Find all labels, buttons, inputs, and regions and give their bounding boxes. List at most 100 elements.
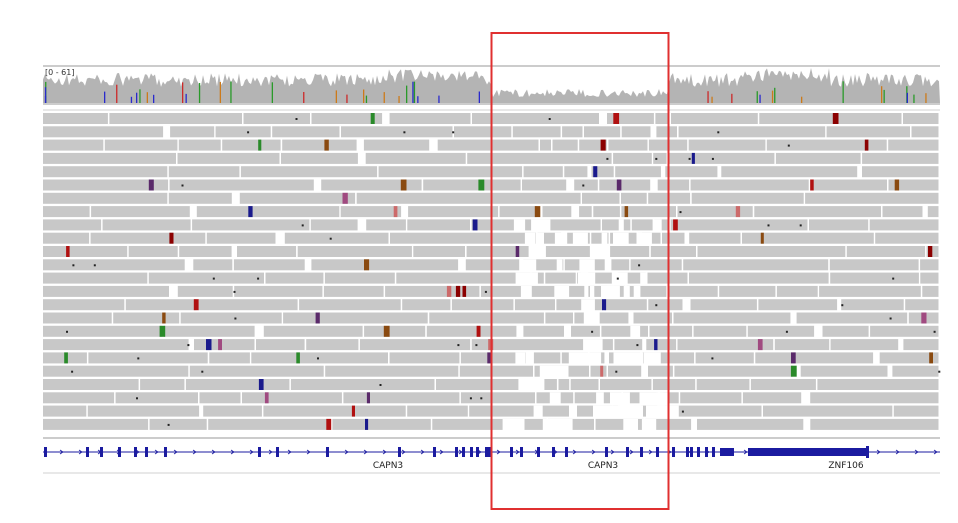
aligned-read[interactable] — [607, 113, 654, 124]
gene-exon[interactable] — [118, 447, 121, 457]
aligned-read[interactable] — [43, 299, 125, 311]
aligned-read[interactable] — [265, 272, 324, 284]
aligned-read[interactable] — [613, 152, 652, 164]
aligned-read[interactable] — [754, 206, 881, 218]
aligned-read[interactable] — [109, 113, 243, 124]
aligned-read[interactable] — [263, 405, 406, 417]
aligned-read[interactable] — [759, 113, 902, 124]
gene-exon[interactable] — [520, 447, 523, 457]
aligned-read[interactable] — [537, 232, 562, 244]
aligned-read[interactable] — [579, 206, 592, 218]
mismatch-base[interactable] — [600, 365, 604, 377]
mismatch-base[interactable] — [365, 418, 369, 430]
aligned-read[interactable] — [796, 312, 908, 324]
mismatch-base[interactable] — [602, 299, 607, 311]
aligned-read[interactable] — [875, 232, 939, 244]
aligned-read[interactable] — [611, 259, 630, 271]
aligned-read[interactable] — [617, 272, 646, 284]
mismatch-base[interactable] — [832, 113, 839, 124]
aligned-read[interactable] — [185, 379, 290, 390]
aligned-read[interactable] — [582, 192, 620, 204]
aligned-read[interactable] — [356, 192, 491, 204]
gene-exon[interactable] — [565, 447, 568, 457]
mismatch-base[interactable] — [393, 206, 398, 218]
aligned-read[interactable] — [251, 352, 388, 364]
mismatch-base[interactable] — [296, 352, 300, 364]
aligned-read[interactable] — [407, 405, 468, 417]
aligned-read[interactable] — [542, 206, 572, 218]
mismatch-base[interactable] — [760, 232, 764, 244]
aligned-read[interactable] — [234, 285, 323, 297]
aligned-read[interactable] — [389, 113, 471, 124]
aligned-read[interactable] — [805, 192, 939, 204]
aligned-read[interactable] — [599, 179, 651, 191]
aligned-read[interactable] — [514, 299, 555, 311]
gene-exon[interactable] — [398, 447, 401, 457]
aligned-read[interactable] — [763, 405, 893, 417]
aligned-read[interactable] — [43, 166, 168, 178]
aligned-read[interactable] — [43, 232, 90, 244]
gene-exon[interactable] — [866, 446, 869, 458]
aligned-read[interactable] — [306, 339, 359, 351]
aligned-read[interactable] — [177, 152, 280, 164]
aligned-read[interactable] — [149, 418, 207, 430]
aligned-read[interactable] — [311, 259, 459, 271]
aligned-read[interactable] — [615, 166, 661, 178]
aligned-read[interactable] — [491, 192, 581, 204]
aligned-read[interactable] — [584, 126, 621, 138]
aligned-read[interactable] — [177, 285, 233, 297]
mismatch-base[interactable] — [193, 299, 199, 311]
aligned-read[interactable] — [649, 325, 693, 337]
mismatch-base[interactable] — [169, 232, 174, 244]
gene-exon[interactable] — [276, 447, 279, 457]
gene-exon[interactable] — [640, 447, 643, 457]
aligned-read[interactable] — [742, 392, 802, 404]
mismatch-base[interactable] — [248, 206, 253, 218]
aligned-read[interactable] — [88, 352, 208, 364]
aligned-read[interactable] — [321, 179, 422, 191]
aligned-read[interactable] — [810, 179, 887, 191]
gene-exon[interactable] — [510, 447, 513, 457]
aligned-read[interactable] — [43, 219, 102, 231]
aligned-read[interactable] — [436, 379, 557, 390]
aligned-read[interactable] — [633, 312, 673, 324]
mismatch-base[interactable] — [894, 179, 900, 191]
aligned-read[interactable] — [922, 285, 939, 297]
mismatch-base[interactable] — [342, 192, 348, 204]
aligned-read[interactable] — [817, 379, 939, 390]
aligned-read[interactable] — [343, 392, 460, 404]
aligned-read[interactable] — [600, 379, 652, 390]
aligned-read[interactable] — [648, 299, 683, 311]
aligned-read[interactable] — [365, 152, 466, 164]
aligned-read[interactable] — [758, 299, 838, 311]
aligned-read[interactable] — [43, 126, 164, 138]
aligned-read[interactable] — [43, 152, 176, 164]
aligned-read[interactable] — [673, 312, 791, 324]
gene-label-capn3-2[interactable]: CAPN3 — [587, 461, 619, 471]
aligned-read[interactable] — [809, 219, 869, 231]
aligned-read[interactable] — [43, 246, 128, 257]
mismatch-base[interactable] — [472, 219, 478, 231]
aligned-read[interactable] — [533, 352, 561, 364]
mismatch-base[interactable] — [326, 418, 332, 430]
aligned-read[interactable] — [179, 246, 232, 257]
aligned-read[interactable] — [240, 166, 378, 178]
aligned-read[interactable] — [655, 113, 670, 124]
aligned-read[interactable] — [113, 312, 180, 324]
aligned-read[interactable] — [830, 339, 899, 351]
aligned-read[interactable] — [680, 392, 742, 404]
aligned-read[interactable] — [826, 126, 910, 138]
aligned-read[interactable] — [888, 179, 939, 191]
mismatch-base[interactable] — [515, 246, 520, 257]
aligned-read[interactable] — [115, 392, 198, 404]
aligned-read[interactable] — [408, 206, 499, 218]
aligned-read[interactable] — [168, 166, 240, 178]
mismatch-base[interactable] — [654, 339, 658, 351]
gene-exon[interactable] — [552, 447, 555, 457]
aligned-read[interactable] — [499, 206, 537, 218]
aligned-read[interactable] — [366, 219, 406, 231]
gene-exon[interactable] — [476, 447, 479, 457]
aligned-read[interactable] — [208, 418, 331, 430]
aligned-read[interactable] — [423, 179, 521, 191]
aligned-read[interactable] — [657, 179, 690, 191]
